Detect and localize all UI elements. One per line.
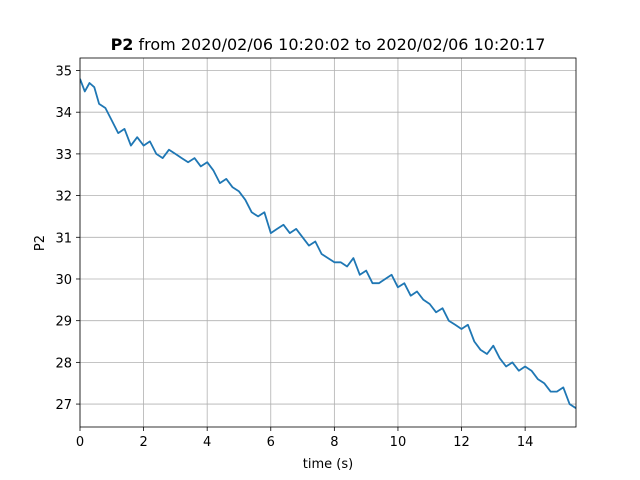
chart-title-bold: P2 xyxy=(111,35,134,54)
plot-frame xyxy=(79,57,577,428)
x-tick-label: 14 xyxy=(517,435,534,450)
x-tick-label: 8 xyxy=(330,435,338,450)
x-axis-label: time (s) xyxy=(303,457,353,472)
y-tick-label: 30 xyxy=(55,273,72,288)
x-tick-label: 2 xyxy=(139,435,147,450)
y-tick-label: 31 xyxy=(55,231,72,246)
x-tick-label: 4 xyxy=(203,435,211,450)
y-tick-label: 28 xyxy=(55,356,72,371)
y-tick-label: 34 xyxy=(55,106,72,121)
x-tick-label: 12 xyxy=(453,435,470,450)
y-axis-label: P2 xyxy=(33,235,48,251)
chart-title-rest: from 2020/02/06 10:20:02 to 2020/02/06 1… xyxy=(133,35,545,54)
x-axis-ticks: 0 2 4 6 8 10 12 14 xyxy=(76,427,534,450)
y-tick-label: 32 xyxy=(55,190,72,205)
x-tick-label: 10 xyxy=(390,435,407,450)
series-line-layer xyxy=(80,78,576,409)
y-tick-label: 35 xyxy=(55,65,72,80)
y-tick-label: 29 xyxy=(55,315,72,330)
x-tick-label: 6 xyxy=(267,435,275,450)
y-axis-ticks: 27 28 29 30 31 32 33 34 35 xyxy=(55,65,80,413)
series-line xyxy=(80,78,576,409)
y-tick-label: 27 xyxy=(55,398,72,413)
x-tick-label: 0 xyxy=(76,435,84,450)
grid xyxy=(79,58,576,427)
chart-title: P2 from 2020/02/06 10:20:02 to 2020/02/0… xyxy=(111,35,546,54)
y-tick-label: 33 xyxy=(55,148,72,163)
